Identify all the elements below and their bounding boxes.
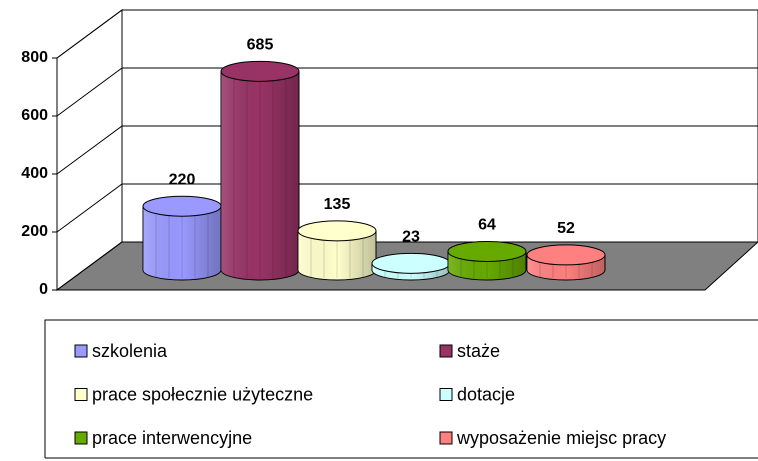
value-label: 135	[324, 196, 351, 213]
value-label: 64	[478, 217, 496, 234]
y-tick-label: 200	[21, 223, 48, 240]
bar-top	[526, 244, 606, 266]
bar	[220, 60, 300, 281]
grid-line	[56, 9, 758, 59]
bar-shade	[298, 230, 376, 280]
grid-line	[56, 67, 758, 117]
y-tick-label: 400	[21, 165, 48, 182]
legend-label: szkolenia	[92, 341, 168, 361]
plot	[52, 9, 758, 291]
bar-top	[297, 220, 377, 242]
value-label: 23	[402, 229, 420, 246]
legend-label: dotacje	[457, 384, 515, 404]
legend-swatch	[74, 431, 88, 445]
legend-swatch	[439, 388, 453, 401]
grid-line	[56, 241, 758, 291]
legend-swatch	[439, 431, 453, 445]
bar-shade	[143, 206, 221, 280]
y-tick-label: 600	[21, 107, 48, 124]
legend-label: staże	[457, 341, 500, 361]
bar-top	[142, 195, 222, 217]
value-label: 685	[247, 37, 274, 54]
legend-swatch	[74, 388, 88, 401]
bar	[526, 244, 606, 281]
bar	[447, 240, 527, 281]
bar-top	[447, 240, 527, 262]
value-label: 52	[557, 220, 575, 237]
legend-label: wyposażenie miejsc pracy	[456, 428, 666, 448]
legend-swatch	[74, 344, 88, 358]
grid-line	[56, 183, 758, 233]
y-tick-label: 0	[39, 281, 48, 298]
bar-top	[371, 252, 451, 274]
bar	[371, 252, 451, 281]
legend-label: prace społecznie użyteczne	[92, 384, 313, 404]
y-tick-label: 800	[21, 49, 48, 66]
bar	[297, 220, 377, 281]
legend-frame	[44, 319, 758, 458]
grid-line	[56, 125, 758, 175]
value-label: 220	[169, 171, 196, 188]
legend-swatch	[439, 344, 453, 358]
legend-label: prace interwencyjne	[92, 428, 252, 448]
bar-top	[220, 60, 300, 82]
bar-shade	[221, 71, 299, 280]
bar	[142, 195, 222, 281]
